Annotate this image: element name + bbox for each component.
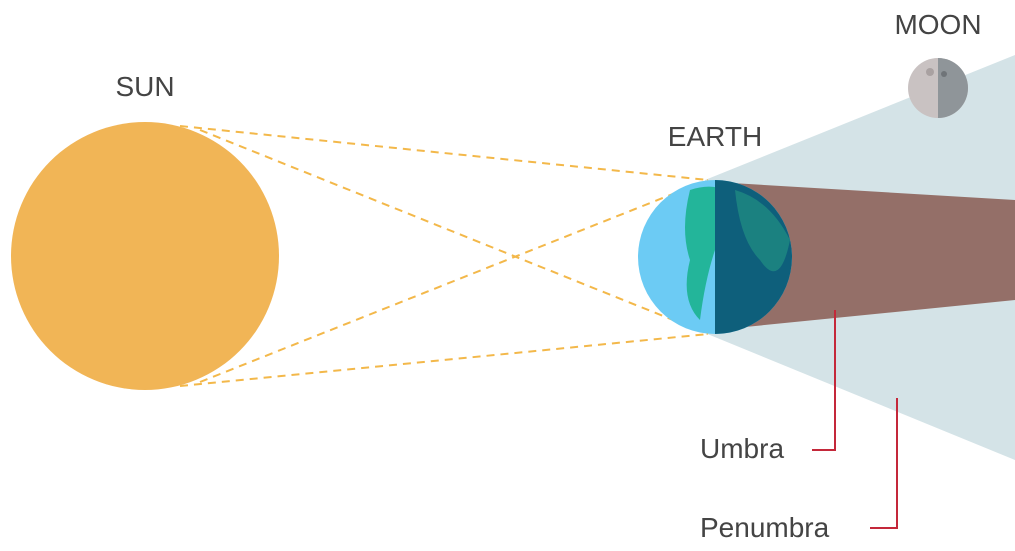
umbra-pointer	[812, 310, 836, 451]
penumbra-pointer	[870, 398, 898, 529]
light-rays	[179, 125, 709, 387]
penumbra-label: Penumbra	[700, 512, 830, 543]
moon	[908, 58, 968, 118]
moon-label: MOON	[894, 9, 981, 40]
umbra-label: Umbra	[700, 433, 784, 464]
sun	[11, 122, 279, 390]
earth	[638, 180, 792, 334]
sun-label: SUN	[115, 71, 174, 102]
earth-label: EARTH	[668, 121, 762, 152]
umbra-region	[715, 182, 1015, 330]
